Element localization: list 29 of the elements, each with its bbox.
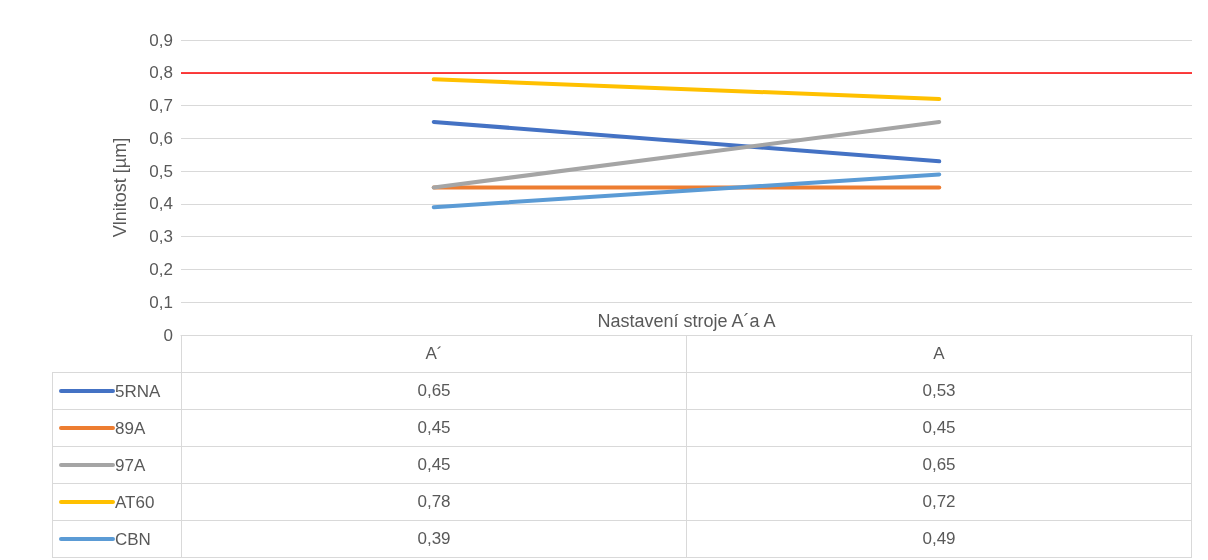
y-tick-label: 0,5 [149, 161, 173, 181]
data-label: 0,45 [181, 409, 687, 447]
legend-label: 97A [115, 455, 146, 475]
legend-label: 89A [115, 418, 146, 438]
data-label: 0,78 [181, 483, 687, 521]
legend-label: AT60 [115, 492, 155, 512]
y-tick-label: 0,1 [149, 292, 173, 312]
data-label: 0,49 [686, 520, 1192, 558]
x-axis-title: Nastavení stroje A´a A [596, 311, 777, 332]
y-tick-label: 0,9 [149, 30, 173, 50]
y-tick-label: 0 [163, 325, 173, 345]
y-tick-label: 0,4 [149, 194, 173, 214]
y-tick-label: 0,2 [149, 259, 173, 279]
x-tick-label: A´ [181, 335, 687, 373]
legend-label: CBN [115, 529, 151, 549]
data-label: 0,65 [181, 372, 687, 410]
legend-label: 5RNA [115, 381, 161, 401]
y-tick-label: 0,3 [149, 227, 173, 247]
data-label: 0,45 [181, 446, 687, 484]
y-axis-title: Vlnitost [µm] [110, 137, 130, 238]
y-tick-label: 0,6 [149, 128, 173, 148]
data-label: 0,45 [686, 409, 1192, 447]
data-label: 0,53 [686, 372, 1192, 410]
y-tick-label: 0,7 [149, 96, 173, 116]
data-label: 0,39 [181, 520, 687, 558]
y-tick-label: 0,8 [149, 63, 173, 83]
data-label: 0,72 [686, 483, 1192, 521]
x-tick-label: A [686, 335, 1192, 373]
data-label: 0,65 [686, 446, 1192, 484]
